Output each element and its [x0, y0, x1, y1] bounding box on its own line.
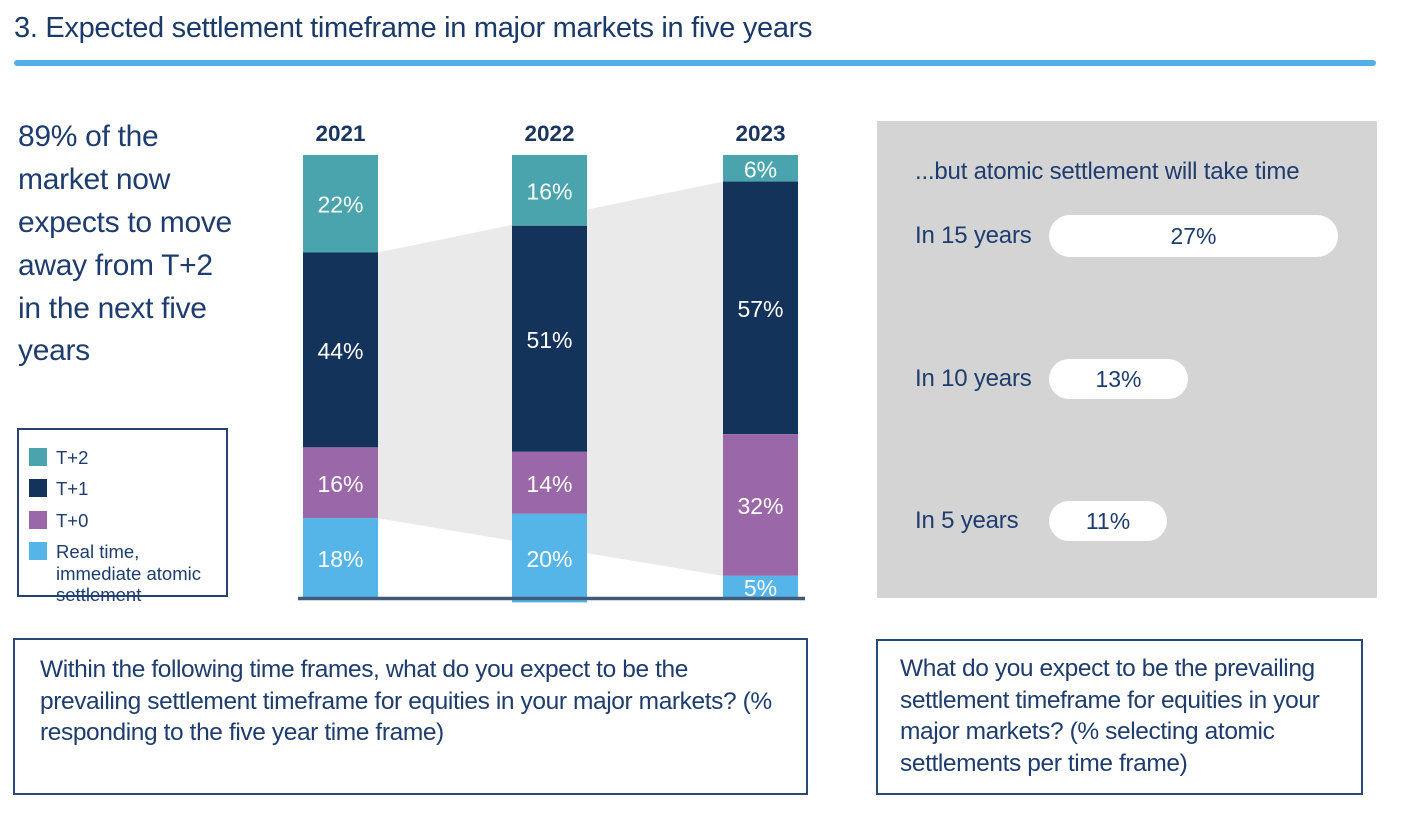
- legend-item-2: T+0: [29, 510, 218, 531]
- legend-swatch: [29, 479, 47, 498]
- bar-segment-2023-T+2: [723, 155, 798, 182]
- segment-value-label: 16%: [317, 471, 363, 497]
- segment-value-label: 5%: [744, 575, 777, 601]
- legend-item-3: Real time, immediate atomic settlement: [29, 541, 218, 605]
- atomic-panel-title: ...but atomic settlement will take time: [915, 158, 1300, 185]
- segment-value-label: 16%: [526, 178, 572, 204]
- bar-segment-2023-T+1: [723, 181, 798, 435]
- bar-segment-2021-T+2: [303, 155, 378, 253]
- chart-legend: T+2 T+1 T+0 Real time, immediate atomic set…: [17, 428, 228, 605]
- title-accent-rule: [14, 60, 1376, 66]
- pill-row-label-1: In 10 years: [915, 365, 1032, 392]
- bar-segment-2021-Real time, immediate atomic settlement: [303, 518, 378, 598]
- value-pill-0: 27%: [1049, 215, 1338, 257]
- bar-segment-2022-T+1: [512, 225, 587, 452]
- pill-value: 13%: [1095, 365, 1142, 392]
- bar-segment-2023-Real time, immediate atomic settlement: [723, 575, 798, 598]
- pill-value: 27%: [1170, 222, 1217, 249]
- segment-value-label: 14%: [526, 471, 572, 497]
- legend-swatch: [29, 448, 47, 466]
- pill-row-label-2: In 5 years: [915, 507, 1019, 534]
- bar-segment-2021-T+1: [303, 252, 378, 448]
- segment-value-label: 32%: [737, 493, 783, 519]
- atomic-settlement-panel: ...but atomic settlement will take time …: [877, 121, 1377, 598]
- legend-label: Real time, immediate atomic settlement: [56, 541, 201, 606]
- segment-value-label: 22%: [317, 192, 363, 218]
- highlight-statement: 89% of the market now expects to move aw…: [18, 120, 232, 368]
- value-pill-2: 11%: [1049, 501, 1167, 541]
- year-label: 2021: [315, 121, 365, 146]
- legend-item-1: T+1: [29, 478, 218, 499]
- year-label: 2023: [735, 121, 785, 146]
- bar-segment-2022-T+0: [512, 451, 587, 514]
- pill-value: 11%: [1085, 507, 1131, 534]
- page-title: 3. Expected settlement timeframe in majo…: [14, 12, 813, 44]
- stacked-bar-chart: 2021 22% 44% 16% 18% 2022 16% 51% 14% 20% 2023 6% 57…: [298, 121, 805, 603]
- value-pill-1: 13%: [1049, 359, 1188, 399]
- bar-segment-2021-T+0: [303, 447, 378, 519]
- segment-value-label: 57%: [737, 296, 783, 322]
- legend-swatch: [29, 510, 47, 529]
- segment-value-label: 6%: [744, 156, 777, 182]
- year-label: 2022: [524, 121, 574, 146]
- bar-segment-2023-T+0: [723, 434, 798, 576]
- pill-row-label-0: In 15 years: [915, 222, 1032, 249]
- segment-value-label: 44%: [317, 338, 363, 364]
- segment-value-label: 18%: [317, 546, 363, 572]
- bar-segment-2022-T+2: [512, 155, 587, 226]
- question-box-right: What do you expect to be the prevailing …: [876, 639, 1363, 795]
- legend-label: T+2: [56, 447, 89, 468]
- legend-item-0: T+2: [29, 447, 218, 468]
- legend-swatch: [29, 542, 47, 561]
- legend-label: T+1: [56, 478, 89, 500]
- bar-segment-2022-Real time, immediate atomic settlement: [512, 513, 587, 603]
- segment-value-label: 51%: [526, 327, 572, 353]
- segment-value-label: 20%: [526, 546, 572, 572]
- question-box-left: Within the following time frames, what d…: [13, 638, 808, 795]
- legend-label: T+0: [56, 509, 89, 531]
